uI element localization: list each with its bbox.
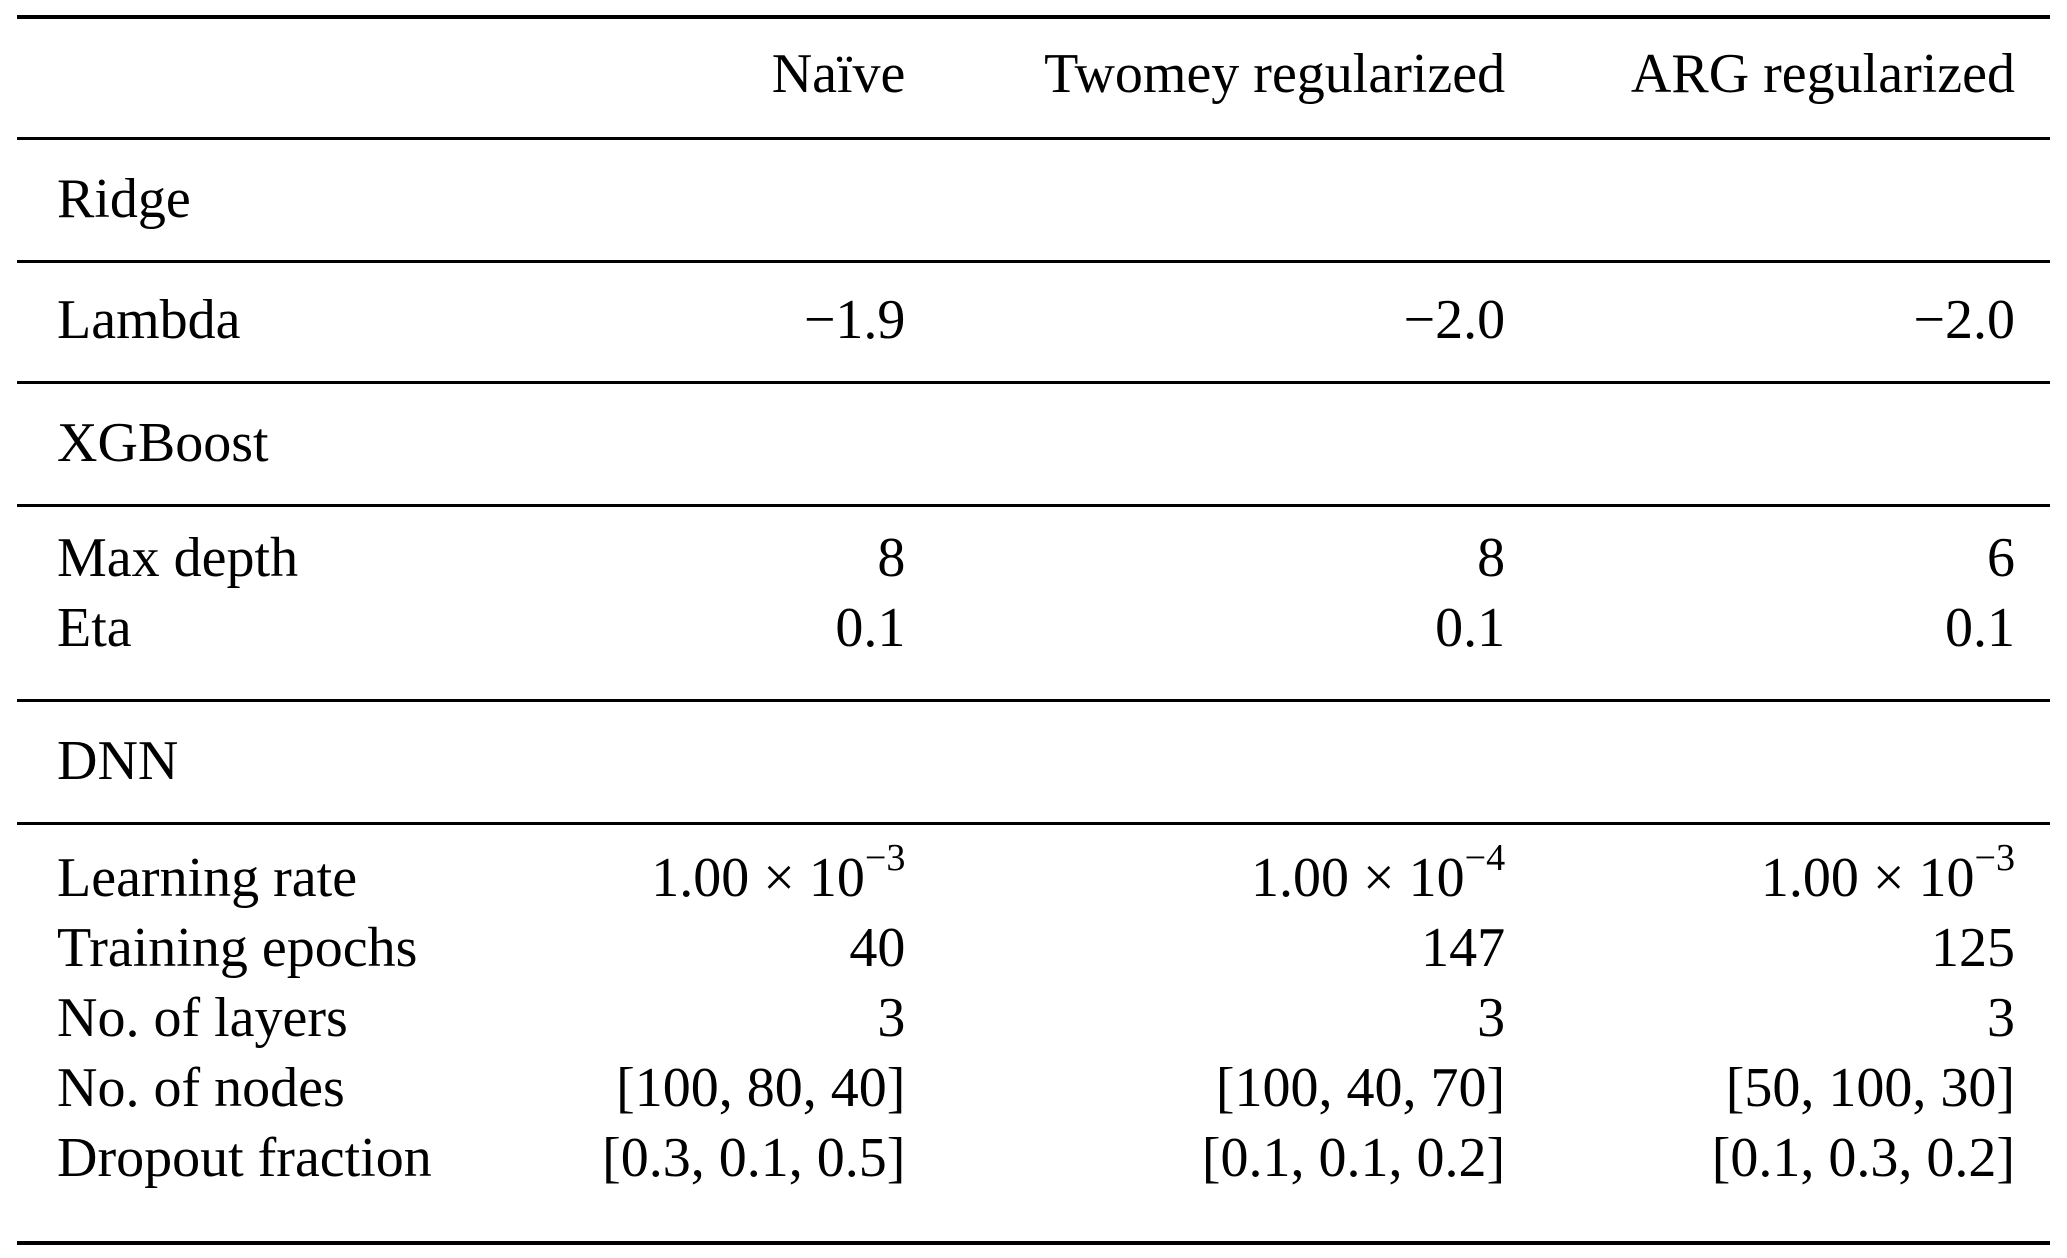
dropout-fraction-arg-value: [0.1, 0.3, 0.2] (1711, 1127, 2015, 1189)
table-header-row: Naïve Twomey regularized ARG regularized (17, 17, 2050, 139)
hyperparameter-table: Naïve Twomey regularized ARG regularized… (17, 15, 2050, 1245)
section-row-ridge: Ridge (17, 137, 2050, 262)
no-of-layers-twomey-value: 3 (1477, 987, 1506, 1049)
row-label-no-of-layers: No. of layers (57, 987, 348, 1049)
max-depth-naive-value: 8 (596, 504, 906, 593)
table-row-max-depth: Max depth 8 8 6 (17, 504, 2050, 593)
lambda-naive-value: −1.9 (596, 260, 906, 383)
table-row-learning-rate: Learning rate 1.00 × 10−3 1.00 × 10−4 1.… (17, 822, 2050, 913)
section-row-xgboost: XGBoost (17, 381, 2050, 506)
training-epochs-naive-value: 40 (849, 917, 906, 979)
row-label-no-of-nodes: No. of nodes (57, 1057, 345, 1119)
learning-rate-naive-exponent: −3 (864, 836, 906, 879)
training-epochs-twomey-value: 147 (1421, 917, 1506, 979)
row-label-lambda: Lambda (17, 260, 597, 383)
eta-arg-value: 0.1 (1945, 597, 2015, 659)
training-epochs-arg-value: 125 (1931, 917, 2015, 979)
eta-naive-value: 0.1 (835, 597, 906, 659)
learning-rate-twomey-value: 1.00 × 10−4 (905, 822, 1506, 913)
row-label-max-depth: Max depth (17, 504, 597, 593)
no-of-nodes-twomey-value: [100, 40, 70] (1215, 1057, 1506, 1119)
dropout-fraction-twomey-value: [0.1, 0.1, 0.2] (1201, 1127, 1506, 1189)
section-title-dnn: DNN (17, 699, 2050, 824)
section-title-ridge: Ridge (17, 137, 2050, 262)
eta-twomey-value: 0.1 (1435, 597, 1506, 659)
table-row-lambda: Lambda −1.9 −2.0 −2.0 (17, 260, 2050, 383)
no-of-layers-naive-value: 3 (877, 987, 906, 1049)
section-row-dnn: DNN (17, 699, 2050, 824)
col-header-twomey-regularized: Twomey regularized (1044, 43, 1506, 105)
table-row-eta: Eta 0.1 0.1 0.1 (17, 593, 2050, 701)
row-label-eta: Eta (57, 597, 132, 659)
max-depth-twomey-value: 8 (905, 504, 1506, 593)
header-empty-cell (17, 17, 596, 139)
table-row-no-of-nodes: No. of nodes [100, 80, 40] [100, 40, 70]… (17, 1053, 2050, 1123)
col-header-naive: Naïve (771, 43, 906, 105)
row-label-dropout-fraction: Dropout fraction (57, 1127, 432, 1189)
lambda-arg-value: −2.0 (1505, 260, 2050, 383)
no-of-layers-arg-value: 3 (1987, 987, 2015, 1049)
learning-rate-naive-value: 1.00 × 10−3 (596, 822, 906, 913)
learning-rate-arg-value: 1.00 × 10−3 (1505, 822, 2050, 913)
learning-rate-twomey-base: 1.00 × 10 (1251, 847, 1465, 909)
table-row-training-epochs: Training epochs 40 147 125 (17, 913, 2050, 983)
section-title-xgboost: XGBoost (17, 381, 2050, 506)
learning-rate-arg-exponent: −3 (1974, 836, 2015, 879)
table-row-no-of-layers: No. of layers 3 3 3 (17, 983, 2050, 1053)
max-depth-arg-value: 6 (1505, 504, 2050, 593)
learning-rate-naive-base: 1.00 × 10 (651, 847, 865, 909)
col-header-arg-regularized: ARG regularized (1630, 43, 2015, 105)
row-label-training-epochs: Training epochs (57, 917, 418, 979)
learning-rate-arg-base: 1.00 × 10 (1760, 847, 1975, 909)
row-label-learning-rate: Learning rate (17, 822, 597, 913)
table-row-dropout-fraction: Dropout fraction [0.3, 0.1, 0.5] [0.1, 0… (17, 1123, 2050, 1243)
lambda-twomey-value: −2.0 (905, 260, 1506, 383)
no-of-nodes-naive-value: [100, 80, 40] (616, 1057, 906, 1119)
learning-rate-twomey-exponent: −4 (1464, 836, 1506, 879)
dropout-fraction-naive-value: [0.3, 0.1, 0.5] (602, 1127, 906, 1189)
no-of-nodes-arg-value: [50, 100, 30] (1725, 1057, 2015, 1119)
